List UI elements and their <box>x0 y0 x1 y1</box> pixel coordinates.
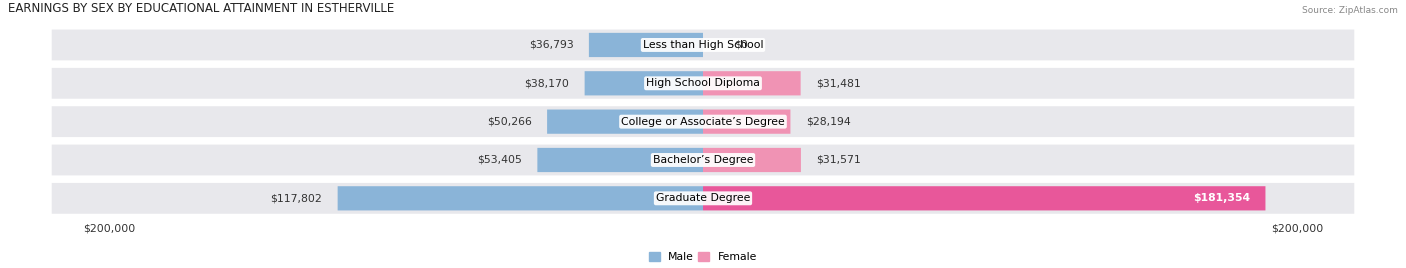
FancyBboxPatch shape <box>585 71 703 95</box>
Text: College or Associate’s Degree: College or Associate’s Degree <box>621 117 785 127</box>
Text: $0: $0 <box>734 40 748 50</box>
Text: $31,481: $31,481 <box>815 78 860 88</box>
Text: Less than High School: Less than High School <box>643 40 763 50</box>
Text: Bachelor’s Degree: Bachelor’s Degree <box>652 155 754 165</box>
Text: $181,354: $181,354 <box>1192 193 1250 203</box>
FancyBboxPatch shape <box>703 186 1265 210</box>
FancyBboxPatch shape <box>703 110 790 134</box>
FancyBboxPatch shape <box>52 183 1354 214</box>
FancyBboxPatch shape <box>703 71 800 95</box>
Text: $31,571: $31,571 <box>817 155 860 165</box>
FancyBboxPatch shape <box>52 29 1354 60</box>
Text: $53,405: $53,405 <box>477 155 522 165</box>
FancyBboxPatch shape <box>589 33 703 57</box>
Text: Graduate Degree: Graduate Degree <box>655 193 751 203</box>
FancyBboxPatch shape <box>337 186 703 210</box>
Text: $50,266: $50,266 <box>486 117 531 127</box>
FancyBboxPatch shape <box>52 106 1354 137</box>
Text: $200,000: $200,000 <box>83 223 135 233</box>
Text: $200,000: $200,000 <box>1271 223 1323 233</box>
FancyBboxPatch shape <box>52 68 1354 99</box>
Text: EARNINGS BY SEX BY EDUCATIONAL ATTAINMENT IN ESTHERVILLE: EARNINGS BY SEX BY EDUCATIONAL ATTAINMEN… <box>8 2 395 15</box>
FancyBboxPatch shape <box>537 148 703 172</box>
FancyBboxPatch shape <box>52 144 1354 175</box>
Text: $117,802: $117,802 <box>270 193 322 203</box>
FancyBboxPatch shape <box>547 110 703 134</box>
Text: High School Diploma: High School Diploma <box>647 78 759 88</box>
Legend: Male, Female: Male, Female <box>644 248 762 266</box>
Text: $38,170: $38,170 <box>524 78 569 88</box>
Text: Source: ZipAtlas.com: Source: ZipAtlas.com <box>1302 6 1398 15</box>
Text: $28,194: $28,194 <box>806 117 851 127</box>
FancyBboxPatch shape <box>703 148 801 172</box>
Text: $36,793: $36,793 <box>529 40 574 50</box>
